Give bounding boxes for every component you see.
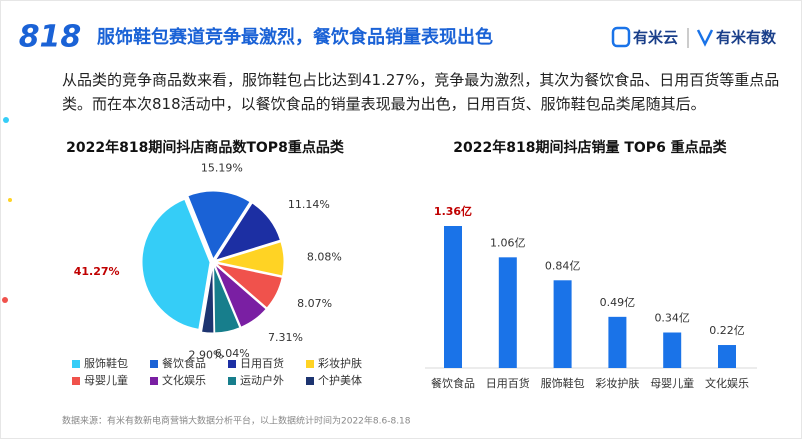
legend-swatch [72,377,80,385]
legend-label: 餐饮食品 [162,356,206,370]
data-label: 6.04% [215,347,250,360]
legend-swatch [228,360,236,368]
logo: 818 [19,20,82,55]
data-label: 2.90% [189,349,224,362]
bar [553,280,572,368]
dot [3,117,9,123]
legend-label: 运动户外 [240,373,284,387]
pie-slice [214,241,285,277]
slide-title: 服饰鞋包赛道竞争最激烈，餐饮食品销量表现出色 [97,26,493,48]
pie-slice [141,198,211,330]
pie-slice [187,190,251,261]
data-label: 1.06亿 [490,236,526,249]
data-label: 0.34亿 [654,312,690,325]
legend-label: 母婴儿童 [84,373,128,387]
x-tick-label: 日用百货 [486,376,530,390]
pie-slice [213,262,283,309]
bar [444,226,462,368]
data-label: 11.14% [288,198,330,211]
dot [8,198,12,202]
dot [2,297,8,303]
pie-slice [214,202,281,262]
data-label: 0.49亿 [600,296,636,309]
brand: 有米有数 [716,29,777,47]
legend-label: 文化娱乐 [162,373,206,387]
data-label: 0.84亿 [545,259,581,272]
brand: 有米云 [633,29,678,47]
legend-swatch [150,377,158,385]
data-label: 1.36亿 [434,204,472,218]
x-tick-label: 彩妆护肤 [595,376,639,390]
data-label: 8.07% [297,297,332,310]
data-label: 7.31% [268,331,303,344]
chart-title: 2022年818期间抖店商品数TOP8重点品类 [66,139,345,156]
intro: 从品类的竞争商品数来看，服饰鞋包占比达到41.27%，竞争最为激烈，其次为餐饮食… [62,71,780,113]
legend-label: 彩妆护肤 [318,356,362,370]
legend-swatch [306,360,314,368]
brand-icon [611,26,631,48]
pie-slice [214,264,267,328]
pie-slice [200,264,215,334]
source: 数据来源：有米有数新电商营销大数据分析平台，以上数据统计时间为2022年8.6-… [62,415,411,427]
bar [608,316,627,368]
x-tick-label: 服饰鞋包 [541,376,585,390]
bar [498,257,517,368]
data-label: 8.08% [307,251,342,264]
data-label: 41.27% [74,265,120,278]
legend-swatch [228,377,236,385]
chart-title: 2022年818期间抖店销量 TOP6 重点品类 [453,139,727,156]
x-tick-label: 文化娱乐 [705,376,749,390]
data-label: 0.22亿 [709,324,745,337]
data-label: 15.19% [201,161,243,174]
legend-label: 日用百货 [240,356,284,370]
pie-slice [213,264,241,334]
legend-label: 个护美体 [318,373,362,387]
legend-swatch [306,377,314,385]
brand-icon [696,29,714,47]
x-tick-label: 餐饮食品 [431,376,475,390]
x-tick-label: 母婴儿童 [650,376,694,390]
bar [718,345,736,368]
legend-swatch [150,360,158,368]
legend-swatch [72,360,80,368]
bar [663,332,682,368]
legend-label: 服饰鞋包 [84,356,128,370]
